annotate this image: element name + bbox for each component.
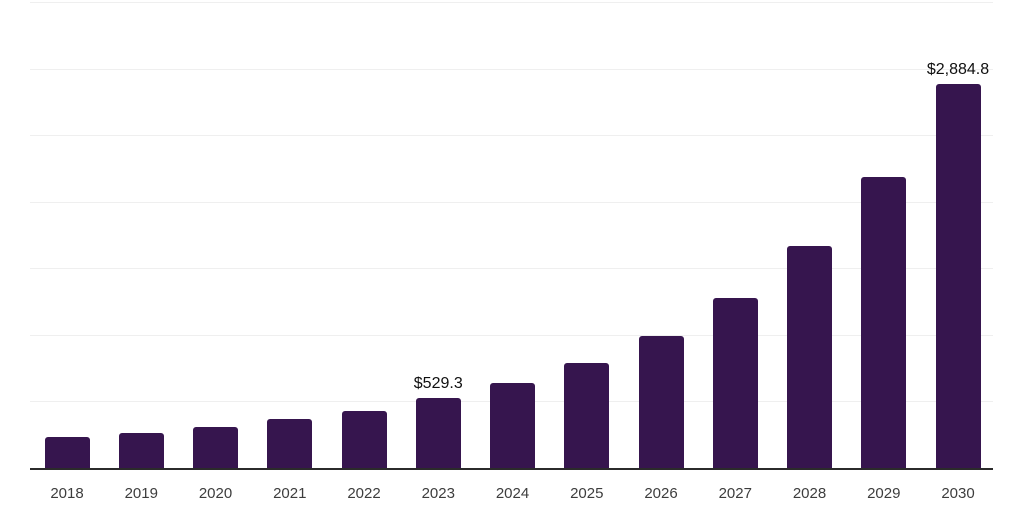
x-tick-2026: 2026 [644,485,678,502]
x-tick-2023: 2023 [421,485,455,502]
x-tick-2024: 2024 [495,485,530,502]
x-axis-line [30,468,993,470]
gridline-3500 [30,2,993,3]
x-tick-2021: 2021 [273,485,307,502]
gridline-3000 [30,68,993,70]
bar-2025 [564,362,610,468]
bar-2021 [267,419,313,468]
bar-2029 [861,177,907,468]
bar-2023 [415,397,461,468]
x-tick-2018: 2018 [50,485,84,502]
bar-2020 [193,426,238,468]
bar-2024 [490,383,535,468]
x-tick-2022: 2022 [347,485,381,502]
bar-2019 [118,432,164,468]
bar-2022 [341,410,387,468]
x-tick-2020: 2020 [198,485,233,502]
bar-2030 [935,83,981,468]
bar-2028 [787,245,832,468]
x-tick-2025: 2025 [570,485,604,502]
value-label-2030: $2,884.8 [926,60,990,78]
bar-2027 [712,297,758,468]
gridline-2000 [30,201,993,203]
x-tick-2030: 2030 [941,485,975,502]
bar-2018 [44,437,90,468]
x-tick-2027: 2027 [718,485,752,502]
x-tick-2029: 2029 [867,485,901,502]
value-label-2023: $529.3 [413,374,463,392]
x-tick-2028: 2028 [792,485,827,502]
gridline-1000 [30,334,993,336]
gridline-2500 [30,135,993,137]
bar-2026 [638,335,684,468]
x-tick-2019: 2019 [124,485,158,502]
gridline-1500 [30,268,993,270]
